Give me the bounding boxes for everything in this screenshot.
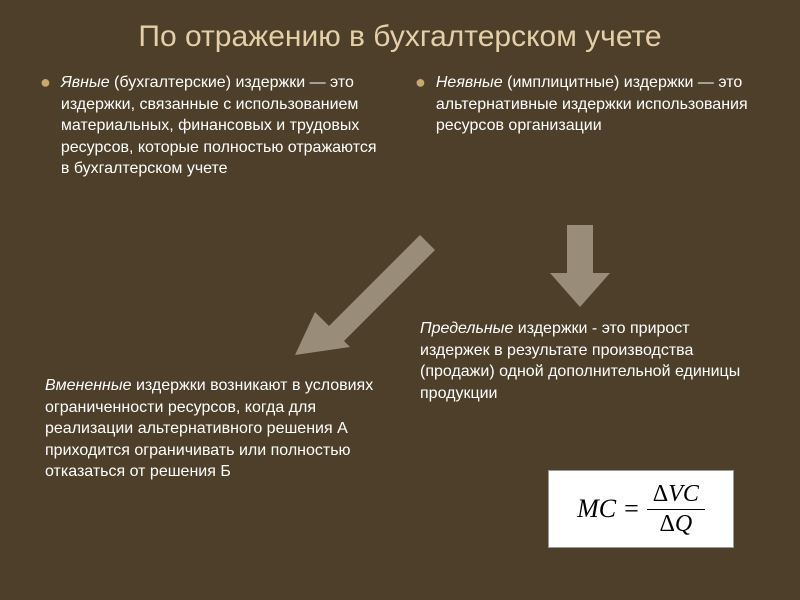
slide: По отражению в бухгалтерском учете ● Явн… [0, 0, 800, 600]
formula-lhs: MC [577, 494, 616, 524]
formula-fraction: ΔVC ΔQ [647, 481, 705, 537]
formula-eq: = [624, 494, 639, 524]
right-bullet-em: Неявные [436, 74, 503, 91]
right-column: ● Неявные (имплицитные) издержки — это а… [415, 72, 760, 180]
columns: ● Явные (бухгалтерские) издержки — это и… [40, 72, 760, 180]
formula: MC = ΔVC ΔQ [577, 481, 705, 537]
block-right-em: Предельные [420, 320, 513, 337]
left-bullet: ● Явные (бухгалтерские) издержки — это и… [40, 72, 385, 180]
block-left: Вмененные издержки возникают в условиях … [45, 375, 385, 483]
slide-title: По отражению в бухгалтерском учете [40, 20, 760, 54]
arrow-down-icon [545, 225, 615, 310]
right-bullet: ● Неявные (имплицитные) издержки — это а… [415, 72, 760, 137]
left-bullet-text: Явные (бухгалтерские) издержки — это изд… [61, 72, 385, 180]
left-bullet-em: Явные [61, 74, 110, 91]
formula-numerator: ΔVC [647, 481, 705, 509]
block-right: Предельные издержки - это прирост издерж… [420, 318, 760, 404]
block-left-em: Вмененные [45, 377, 132, 394]
formula-denominator: ΔQ [653, 510, 698, 537]
right-bullet-text: Неявные (имплицитные) издержки — это аль… [436, 72, 760, 137]
left-column: ● Явные (бухгалтерские) издержки — это и… [40, 72, 385, 180]
bullet-marker-icon: ● [415, 72, 426, 94]
formula-box: MC = ΔVC ΔQ [548, 470, 734, 548]
bullet-marker-icon: ● [40, 72, 51, 94]
